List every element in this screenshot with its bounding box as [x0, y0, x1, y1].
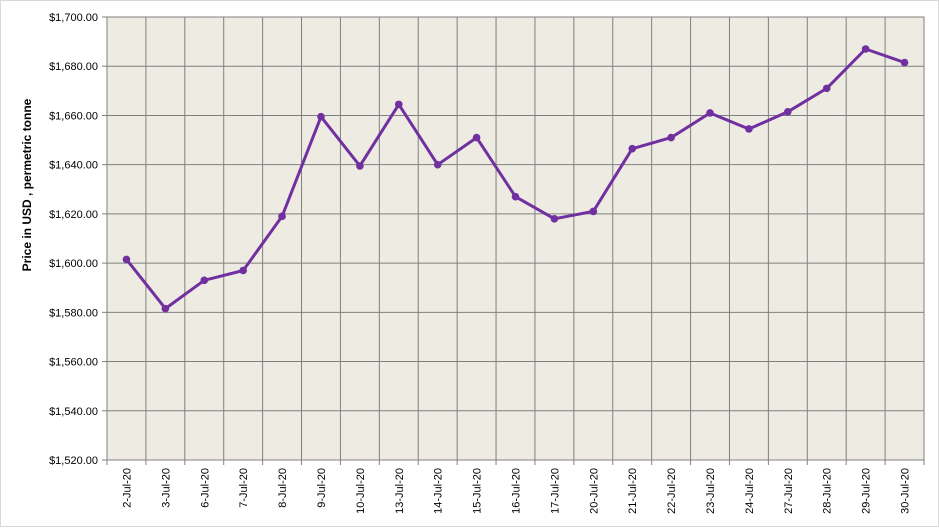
data-point [589, 207, 598, 216]
data-point [822, 84, 831, 93]
x-tick-label: 29-Jul-20 [861, 468, 873, 514]
y-tick-label: $1,660.00 [49, 110, 98, 122]
data-point [706, 109, 714, 117]
x-tick-label: 9-Jul-20 [316, 468, 328, 508]
x-tick-label: 16-Jul-20 [511, 468, 523, 514]
data-point [122, 255, 131, 264]
y-axis-ticks: $1,520.00 $1,540.00 $1,560.00 $1,580.00 $1,6… [49, 12, 107, 467]
x-tick-label: 2-Jul-20 [121, 468, 133, 508]
data-point [239, 266, 247, 275]
data-point [628, 144, 637, 153]
x-tick-label: 20-Jul-20 [588, 468, 600, 514]
data-point [200, 276, 209, 285]
y-tick-label: $1,620.00 [49, 209, 98, 221]
data-point [278, 212, 286, 221]
x-tick-label: 30-Jul-20 [900, 468, 912, 514]
data-point [900, 58, 909, 67]
y-tick-label: $1,540.00 [49, 406, 98, 418]
data-point [161, 304, 170, 313]
data-point [784, 107, 792, 116]
data-point [356, 162, 364, 170]
data-point [511, 192, 520, 201]
x-tick-label: 24-Jul-20 [744, 468, 756, 514]
x-tick-label: 14-Jul-20 [433, 468, 445, 514]
x-tick-label: 10-Jul-20 [355, 468, 367, 514]
x-tick-label: 22-Jul-20 [666, 468, 678, 514]
x-tick-label: 7-Jul-20 [238, 468, 250, 508]
data-point [745, 125, 753, 133]
y-tick-label: $1,640.00 [49, 160, 98, 172]
series-line-layer [122, 45, 909, 313]
x-tick-label: 8-Jul-20 [277, 468, 289, 508]
y-tick-label: $1,580.00 [49, 307, 98, 319]
x-tick-label: 21-Jul-20 [627, 468, 639, 514]
x-tick-label: 15-Jul-20 [472, 468, 484, 514]
y-tick-label: $1,600.00 [49, 258, 98, 270]
x-tick-label: 23-Jul-20 [705, 468, 717, 514]
y-tick-label: $1,520.00 [49, 455, 98, 467]
x-tick-label: 13-Jul-20 [394, 468, 406, 514]
y-tick-label: $1,560.00 [49, 357, 98, 369]
x-axis-ticks: 2-Jul-20 3-Jul-20 6-Jul-20 7-Jul-20 8-Jul-20… [106, 460, 925, 514]
x-tick-label: 28-Jul-20 [822, 468, 834, 514]
data-point [861, 45, 870, 53]
data-point [394, 100, 403, 109]
data-point [667, 133, 675, 142]
y-tick-label: $1,680.00 [49, 61, 98, 73]
y-tick-label: $1,700.00 [49, 12, 98, 24]
x-tick-label: 17-Jul-20 [549, 468, 561, 514]
data-point [433, 160, 442, 169]
y-axis-title: Price in USD , permetric tonne [20, 98, 34, 271]
x-tick-label: 27-Jul-20 [783, 468, 795, 514]
data-point [317, 112, 325, 121]
plot-area [106, 16, 925, 461]
x-tick-label: 3-Jul-20 [160, 468, 172, 508]
data-point [550, 215, 559, 223]
x-tick-label: 6-Jul-20 [199, 468, 211, 508]
data-point [472, 133, 481, 142]
grid-lines [107, 16, 924, 461]
